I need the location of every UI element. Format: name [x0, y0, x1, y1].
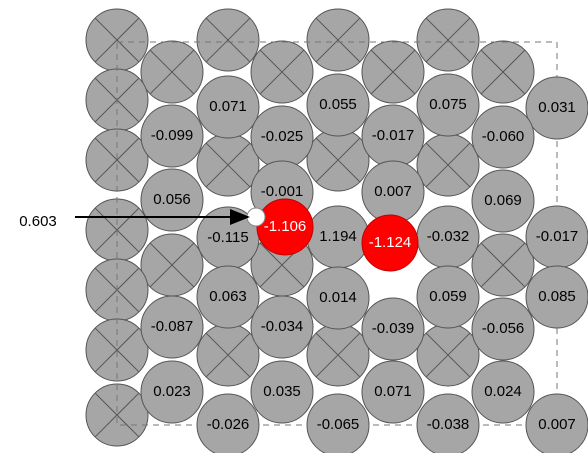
atom: 0.071 — [197, 76, 259, 138]
atom: -0.038 — [417, 394, 479, 453]
crossed-atom — [86, 9, 148, 71]
charge-label: -0.032 — [427, 228, 470, 245]
charge-label: -0.060 — [482, 128, 525, 145]
atom: 0.075 — [417, 74, 479, 136]
atom: 0.007 — [362, 161, 424, 223]
crossed-atom — [417, 9, 479, 71]
charge-label: 0.056 — [153, 191, 191, 208]
atom: 1.194 — [307, 206, 369, 268]
charge-label: 0.063 — [209, 288, 247, 305]
annotation: 0.603 — [19, 213, 57, 230]
charge-label: -0.034 — [261, 318, 304, 335]
atom: -0.087 — [141, 296, 203, 358]
charge-label: 0.014 — [319, 289, 357, 306]
hydrogen-atom — [247, 208, 265, 226]
atom: -0.065 — [307, 394, 369, 453]
atom: 0.071 — [362, 361, 424, 423]
atom: 0.031 — [526, 77, 588, 139]
charge-label: 0.007 — [374, 183, 412, 200]
charge-label: 0.071 — [374, 383, 412, 400]
charge-label: -0.017 — [372, 127, 415, 144]
charge-label: -0.026 — [207, 416, 250, 433]
diagram: 0.071 0.055 0.075 0.031 -0.099 -0.025 -0.017 -0… — [0, 0, 588, 453]
atom: 0.085 — [526, 266, 588, 328]
atom: -0.032 — [417, 206, 479, 268]
atom: 0.063 — [197, 266, 259, 328]
crossed-atom — [86, 384, 148, 446]
charge-label: 0.023 — [153, 383, 191, 400]
charge-label: 0.035 — [263, 383, 301, 400]
crossed-atom — [472, 234, 534, 296]
charge-label: -1.106 — [264, 218, 307, 235]
crossed-atom — [86, 129, 148, 191]
charge-label: -0.025 — [261, 128, 304, 145]
charge-label: 0.007 — [538, 416, 576, 433]
atom: -0.026 — [197, 394, 259, 453]
charge-label: 0.055 — [319, 96, 357, 113]
atom: -0.017 — [526, 206, 588, 268]
atom: 0.007 — [526, 394, 588, 453]
atom: -0.056 — [472, 298, 534, 360]
charge-label: -0.099 — [151, 127, 194, 144]
charge-label: 0.069 — [484, 192, 522, 209]
atom: -0.017 — [362, 105, 424, 167]
charge-label: -0.038 — [427, 416, 470, 433]
charge-label: 0.024 — [484, 383, 522, 400]
charge-label: -0.065 — [317, 416, 360, 433]
crossed-atom — [417, 134, 479, 196]
oxygen-atom: -1.124 — [362, 215, 418, 271]
atom: 0.069 — [472, 170, 534, 232]
crossed-atom — [307, 9, 369, 71]
charge-label: 0.071 — [209, 98, 247, 115]
charge-label: 0.075 — [429, 96, 467, 113]
charge-label: -0.017 — [536, 228, 579, 245]
charge-label: -0.039 — [372, 320, 415, 337]
crossed-atom — [251, 41, 313, 103]
charge-label: 0.085 — [538, 288, 576, 305]
charge-label: -0.056 — [482, 320, 525, 337]
oxygen-atom: -1.106 — [257, 199, 313, 255]
atom: 0.059 — [417, 266, 479, 328]
atom: 0.023 — [141, 361, 203, 423]
crossed-atom — [197, 324, 259, 386]
atom: 0.056 — [141, 169, 203, 231]
crossed-atom — [362, 41, 424, 103]
charge-label: -0.115 — [207, 229, 248, 246]
charge-label: -0.087 — [151, 318, 194, 335]
crossed-atom — [197, 9, 259, 71]
atom: -0.025 — [251, 106, 313, 168]
atom: 0.014 — [307, 267, 369, 329]
crossed-atom — [141, 234, 203, 296]
charge-label: 0.059 — [429, 288, 467, 305]
crossed-atom — [197, 134, 259, 196]
crossed-atom — [141, 41, 203, 103]
atom: -0.060 — [472, 106, 534, 168]
charge-label: 1.194 — [319, 228, 357, 245]
atom: 0.024 — [472, 361, 534, 423]
atom: -0.039 — [362, 298, 424, 360]
crossed-atom — [307, 129, 369, 191]
charge-label: -1.124 — [369, 234, 412, 251]
atom: -0.099 — [141, 105, 203, 167]
atom: -0.034 — [251, 296, 313, 358]
crossed-atom — [307, 324, 369, 386]
crossed-atom — [86, 319, 148, 381]
charge-label: 0.031 — [538, 99, 576, 116]
atom: 0.055 — [307, 74, 369, 136]
charge-label: -0.001 — [261, 183, 304, 200]
atom: 0.035 — [251, 361, 313, 423]
crossed-atom — [472, 41, 534, 103]
crossed-atom — [417, 324, 479, 386]
